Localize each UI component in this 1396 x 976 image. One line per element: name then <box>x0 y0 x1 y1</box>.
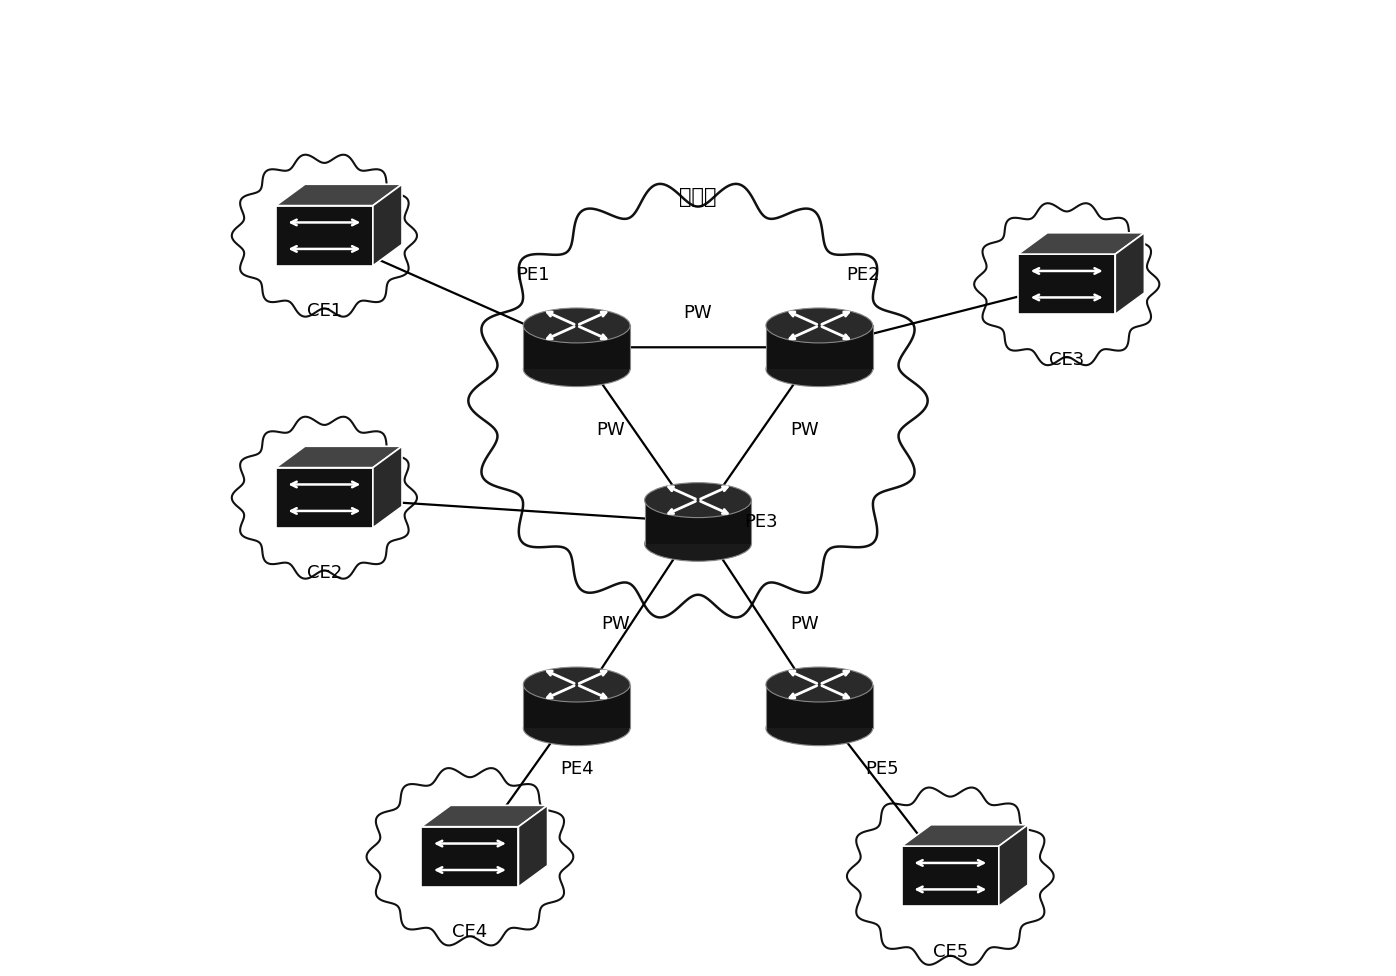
Text: PW: PW <box>684 305 712 322</box>
FancyBboxPatch shape <box>422 827 518 887</box>
Polygon shape <box>974 203 1159 365</box>
Polygon shape <box>1018 232 1145 254</box>
Text: CE4: CE4 <box>452 923 487 942</box>
Polygon shape <box>847 788 1054 965</box>
Text: PW: PW <box>596 421 625 439</box>
Polygon shape <box>276 184 402 206</box>
Text: PW: PW <box>790 421 819 439</box>
Text: PE5: PE5 <box>866 760 899 779</box>
FancyBboxPatch shape <box>766 684 872 728</box>
Ellipse shape <box>766 308 872 343</box>
Ellipse shape <box>524 308 630 343</box>
Polygon shape <box>232 417 417 579</box>
FancyBboxPatch shape <box>645 500 751 544</box>
Polygon shape <box>1115 232 1145 314</box>
FancyBboxPatch shape <box>766 325 872 369</box>
FancyBboxPatch shape <box>276 468 373 528</box>
Polygon shape <box>518 805 547 887</box>
Text: PE2: PE2 <box>846 265 879 283</box>
Ellipse shape <box>524 351 630 386</box>
Ellipse shape <box>766 711 872 746</box>
Polygon shape <box>373 446 402 528</box>
FancyBboxPatch shape <box>524 325 630 369</box>
Ellipse shape <box>766 667 872 702</box>
Text: CE2: CE2 <box>307 564 342 583</box>
Ellipse shape <box>524 667 630 702</box>
Polygon shape <box>468 183 928 618</box>
Text: CE3: CE3 <box>1050 351 1085 369</box>
Polygon shape <box>422 805 547 827</box>
Polygon shape <box>998 825 1027 907</box>
FancyBboxPatch shape <box>902 846 998 907</box>
Text: CE5: CE5 <box>933 943 967 961</box>
Text: PW: PW <box>602 615 630 632</box>
Text: PE1: PE1 <box>517 265 550 283</box>
Polygon shape <box>276 446 402 468</box>
Text: CE1: CE1 <box>307 303 342 320</box>
Ellipse shape <box>645 483 751 517</box>
Text: PE3: PE3 <box>744 513 778 531</box>
Text: PE4: PE4 <box>560 760 593 779</box>
Polygon shape <box>232 155 417 316</box>
Text: PW: PW <box>790 615 819 632</box>
Ellipse shape <box>766 351 872 386</box>
Text: 核心网: 核心网 <box>680 186 716 207</box>
Ellipse shape <box>645 526 751 561</box>
Polygon shape <box>373 184 402 265</box>
Polygon shape <box>367 768 574 946</box>
FancyBboxPatch shape <box>524 684 630 728</box>
FancyBboxPatch shape <box>276 206 373 265</box>
Polygon shape <box>902 825 1027 846</box>
Ellipse shape <box>524 711 630 746</box>
FancyBboxPatch shape <box>1018 254 1115 314</box>
